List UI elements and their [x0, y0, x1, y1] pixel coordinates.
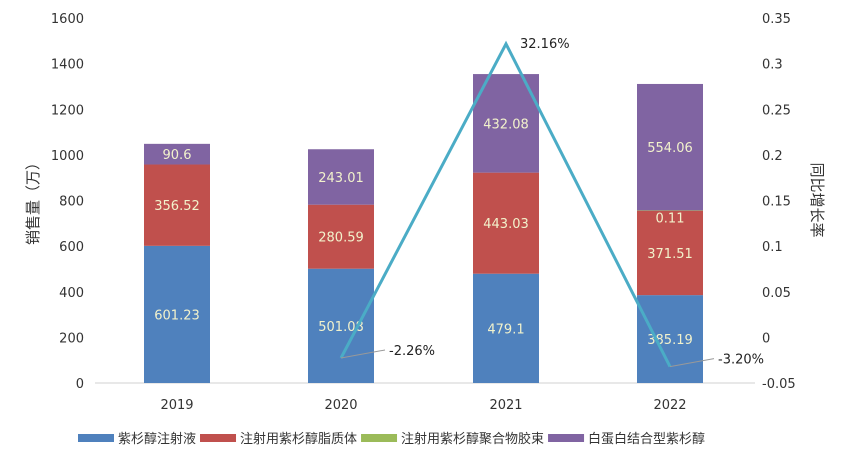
data-label: 356.52: [154, 199, 200, 214]
data-label: 432.08: [483, 117, 529, 132]
bar-segment: [473, 273, 539, 383]
y-tick-label: 400: [59, 286, 84, 301]
legend-label: 注射用紫杉醇脂质体: [240, 431, 357, 447]
bar-segment: [144, 245, 210, 383]
line-data-label: 32.16%: [520, 37, 570, 52]
y-tick-label: 600: [59, 240, 84, 255]
data-label: 243.01: [318, 171, 364, 186]
legend-swatch: [78, 434, 114, 442]
data-label: 479.1: [487, 322, 524, 337]
x-tick-label: 2019: [160, 398, 193, 413]
y2-tick-label: 0.05: [762, 286, 791, 301]
leader-line: [669, 358, 715, 368]
data-label: 554.06: [647, 141, 693, 156]
bar-segment: [637, 210, 703, 296]
y2-tick-label: 0.1: [762, 240, 783, 255]
data-label: 0.11: [656, 211, 685, 226]
y-tick-label: 1600: [51, 12, 84, 27]
data-label: 601.23: [154, 308, 200, 323]
legend-label: 紫杉醇注射液: [118, 431, 196, 447]
y2-tick-label: 0.35: [762, 12, 791, 27]
legend-label: 白蛋白结合型紫杉醇: [588, 431, 705, 447]
legend-swatch: [200, 434, 237, 442]
bar-segment: [637, 83, 703, 211]
line-data-label: -2.26%: [389, 344, 435, 359]
y2-tick-label: 0.2: [762, 149, 783, 164]
data-label: 280.59: [318, 231, 364, 246]
y2-tick-label: -0.05: [762, 377, 796, 392]
y-tick-label: 1000: [51, 149, 84, 164]
y-tick-label: 0: [76, 377, 84, 392]
data-label: 501.08: [318, 320, 364, 335]
leader-line: [340, 349, 386, 359]
y2-tick-label: 0.3: [762, 58, 783, 73]
y-tick-label: 1400: [51, 58, 84, 73]
line-data-label: -3.20%: [718, 353, 764, 368]
y-tick-label: 200: [59, 331, 84, 346]
y2-tick-label: 0: [762, 331, 770, 346]
y-tick-label: 1200: [51, 103, 84, 118]
data-label: 443.03: [483, 217, 529, 232]
bar-segment: [308, 268, 374, 383]
bar-segment: [308, 204, 374, 269]
data-label: 90.6: [163, 148, 192, 163]
bar-segment: [637, 210, 703, 211]
legend-label: 注射用紫杉醇聚合物胶束: [401, 431, 544, 447]
bar-segment: [144, 164, 210, 246]
data-label: 371.51: [647, 247, 693, 262]
y2-tick-label: 0.15: [762, 195, 791, 210]
bar-segment: [308, 149, 374, 205]
bar-segment: [473, 172, 539, 274]
growth-rate-line: [339, 40, 672, 368]
y2-tick-label: 0.25: [762, 103, 791, 118]
x-tick-label: 2022: [653, 398, 686, 413]
y-tick-label: 800: [59, 195, 84, 210]
legend-swatch: [361, 434, 398, 442]
x-tick-label: 2021: [489, 398, 522, 413]
x-tick-label: 2020: [324, 398, 357, 413]
y-axis-title: 销售量（万）: [24, 155, 42, 245]
bar-segment: [637, 295, 703, 383]
y2-axis-title: 同比增长率: [808, 162, 826, 237]
legend-swatch: [548, 434, 585, 442]
bar-segment: [144, 143, 210, 165]
